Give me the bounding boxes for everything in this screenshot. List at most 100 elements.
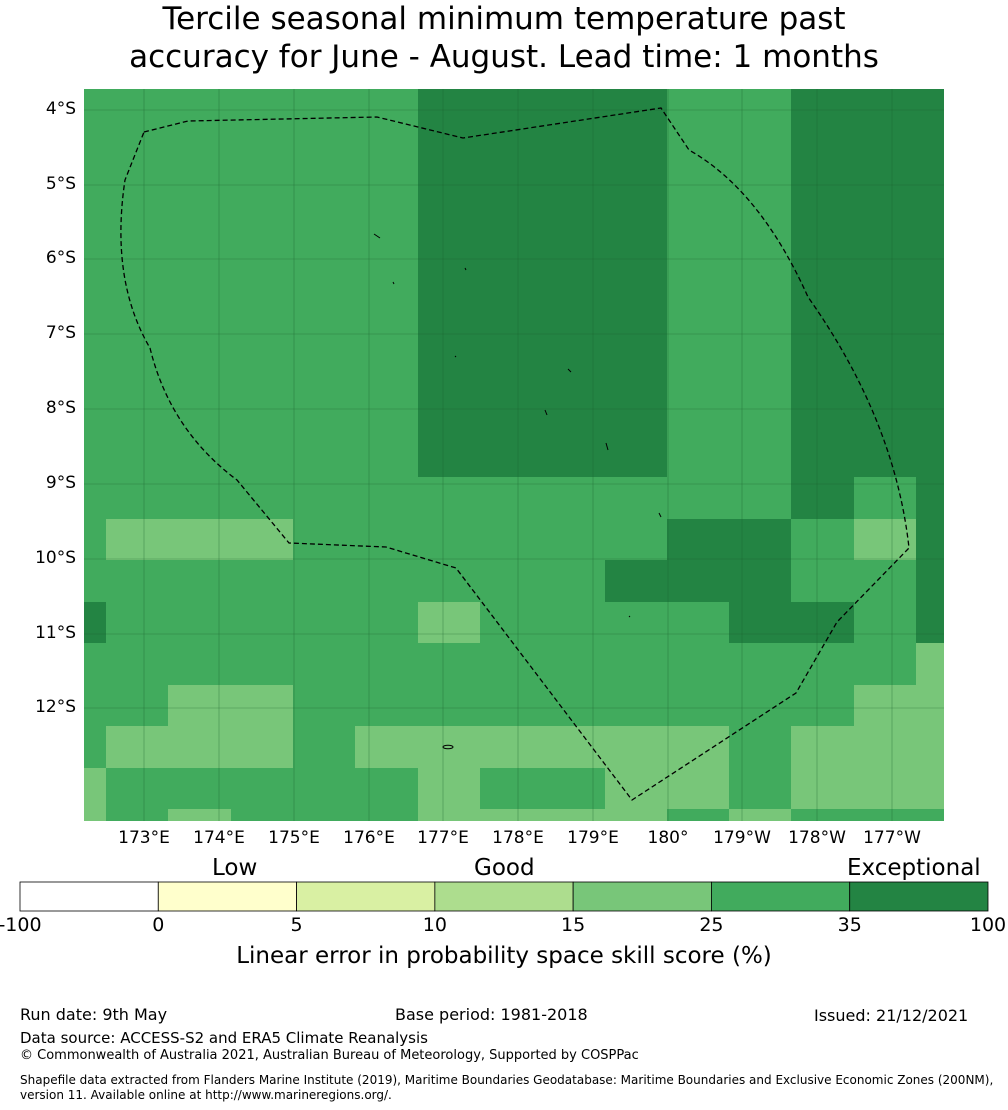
skill-cell (231, 809, 293, 821)
skill-cell (791, 519, 854, 560)
longitude-label: 175°E (268, 828, 320, 848)
skill-cell (791, 768, 854, 809)
skill-cell (168, 768, 231, 809)
skill-cell (791, 809, 854, 821)
skill-cell (480, 519, 542, 560)
latitude-label: 12°S (35, 697, 76, 717)
skill-cell (542, 519, 605, 560)
skill-cell (168, 602, 231, 643)
skill-cell (84, 477, 106, 519)
skill-cell (854, 685, 916, 726)
skill-cell (418, 519, 480, 560)
skill-cell (418, 89, 480, 477)
title-line-1: Tercile seasonal minimum temperature pas… (162, 1, 846, 37)
skill-cell (84, 643, 106, 685)
longitude-label: 179°W (713, 828, 771, 848)
longitude-label: 177°W (863, 828, 921, 848)
skill-cell (542, 809, 605, 821)
skill-cell (84, 560, 106, 602)
skill-cell (418, 560, 480, 602)
skill-cell (106, 685, 168, 726)
skill-cell (480, 685, 542, 726)
longitude-label: 179°E (567, 828, 619, 848)
title-line-2: accuracy for June - August. Lead time: 1… (129, 39, 879, 75)
skill-cell (667, 519, 729, 560)
skill-cell (667, 602, 729, 643)
skill-cell (106, 768, 168, 809)
skill-cell (667, 643, 729, 685)
skill-cell (542, 685, 605, 726)
skill-cell (418, 477, 480, 519)
skill-cell (854, 726, 916, 768)
skill-cell (231, 643, 293, 685)
skill-cell (605, 602, 667, 643)
skill-cell (106, 560, 168, 602)
colorbar-tick-label: 15 (561, 914, 586, 936)
colorbar-segment (434, 881, 574, 912)
skill-cell (231, 685, 293, 726)
skill-cell (791, 643, 854, 685)
skill-cell (542, 560, 605, 602)
skill-cell (480, 560, 542, 602)
skill-cell (605, 685, 667, 726)
skill-cell (916, 560, 944, 602)
skill-cell (542, 643, 605, 685)
skill-cell (729, 809, 791, 821)
base-period: Base period: 1981-2018 (395, 1005, 588, 1024)
skill-cell (355, 560, 418, 602)
colorbar-tick-label: -100 (0, 914, 42, 936)
skill-cell (418, 726, 480, 768)
skill-cell (355, 89, 418, 477)
skill-cell (106, 809, 168, 821)
skill-cell (667, 726, 729, 768)
skill-cell (916, 602, 944, 643)
issued-date: Issued: 21/12/2021 (814, 1006, 969, 1025)
skill-cell (231, 726, 293, 768)
skill-cell (418, 685, 480, 726)
skill-cell (916, 726, 944, 768)
skill-cell (916, 89, 944, 477)
skill-cell (667, 477, 729, 519)
skill-cell (667, 560, 729, 602)
skill-cell (729, 602, 791, 643)
skill-cell (231, 519, 293, 560)
skill-cell (418, 602, 480, 643)
skill-cell (729, 685, 791, 726)
skill-cell (916, 519, 944, 560)
skill-cell (106, 726, 168, 768)
skill-cell (168, 643, 231, 685)
skill-cell (605, 560, 667, 602)
skill-cell (106, 643, 168, 685)
skill-cell (355, 768, 418, 809)
skill-cell (916, 685, 944, 726)
skill-cell (293, 560, 355, 602)
skill-cell (791, 685, 854, 726)
skill-cell (605, 726, 667, 768)
skill-cell (418, 768, 480, 809)
skill-cell (293, 726, 355, 768)
skill-cell (480, 602, 542, 643)
longitude-label: 178°E (492, 828, 544, 848)
latitude-label: 10°S (35, 548, 76, 568)
skill-cell (355, 685, 418, 726)
skill-cell (293, 519, 355, 560)
skill-cell (916, 643, 944, 685)
skill-cell (231, 477, 293, 519)
category-low: Low (212, 855, 258, 881)
skill-cell (84, 519, 106, 560)
skill-cell (854, 477, 916, 519)
skill-cell (791, 89, 854, 477)
colorbar-tick-label: 10 (422, 914, 447, 936)
skill-cell (916, 809, 944, 821)
skill-cell (418, 643, 480, 685)
colorbar-segment (572, 881, 712, 912)
colorbar-segment (157, 881, 297, 912)
skill-cell (542, 477, 605, 519)
skill-cell (854, 89, 916, 477)
skill-cell (729, 519, 791, 560)
latitude-label: 4°S (45, 99, 76, 119)
skill-cell (854, 560, 916, 602)
skill-cell (480, 477, 542, 519)
skill-cell (729, 768, 791, 809)
